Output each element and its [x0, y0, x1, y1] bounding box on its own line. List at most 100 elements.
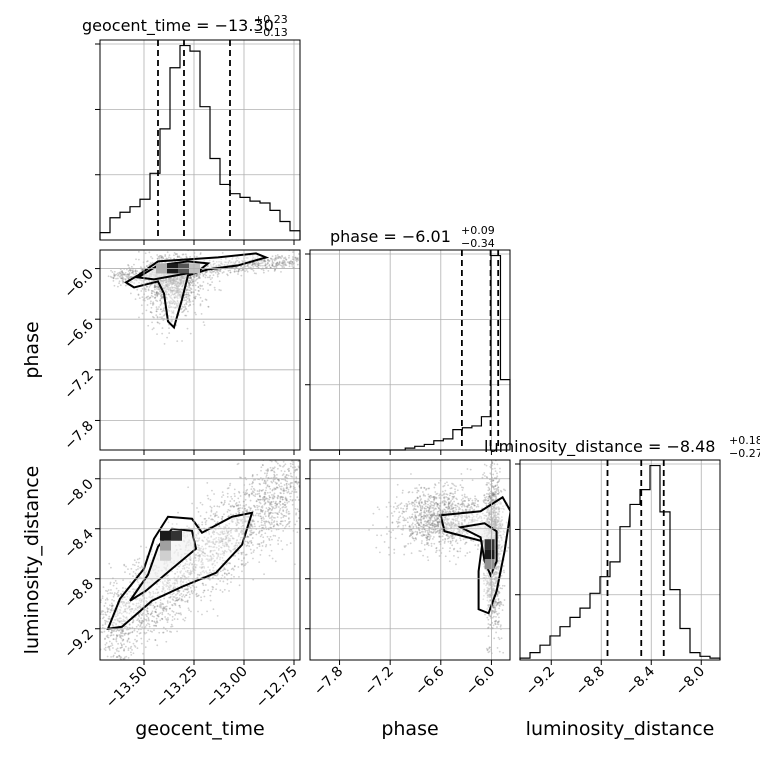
sample-point: [221, 540, 223, 543]
sample-point: [180, 281, 183, 284]
sample-point: [135, 561, 138, 564]
sample-point: [194, 297, 197, 300]
sample-point: [161, 332, 164, 335]
sample-point: [263, 260, 266, 263]
sample-point: [187, 294, 190, 297]
sample-point: [165, 281, 167, 284]
sample-point: [280, 271, 282, 273]
sample-point: [154, 284, 157, 287]
sample-point: [156, 294, 158, 297]
sample-point: [174, 572, 176, 575]
sample-point: [101, 624, 104, 627]
sample-point: [133, 263, 135, 266]
sample-point: [183, 296, 186, 299]
sample-point: [184, 276, 187, 279]
sample-point: [129, 292, 132, 295]
sample-point: [165, 640, 168, 643]
sample-point: [149, 604, 152, 607]
sample-point: [174, 294, 177, 297]
sample-point: [161, 607, 164, 610]
sample-point: [254, 257, 257, 260]
panel-geocent-time-histogram: [95, 39, 301, 245]
sample-point: [101, 610, 104, 612]
sample-point: [118, 620, 121, 623]
sample-point: [153, 615, 155, 618]
sample-point: [257, 264, 260, 266]
sample-point: [219, 270, 222, 273]
sample-point: [116, 667, 118, 669]
sample-point: [174, 582, 177, 585]
sample-point: [273, 487, 276, 490]
ytick-label-phase: −7.2: [61, 367, 96, 402]
sample-point: [203, 565, 205, 568]
sample-point: [266, 266, 269, 268]
sample-point: [130, 645, 133, 648]
sample-point: [287, 483, 290, 486]
sample-point: [177, 285, 180, 288]
sample-point: [203, 589, 206, 592]
sample-point: [271, 261, 274, 264]
sample-point: [162, 631, 164, 634]
sample-point: [221, 538, 223, 541]
sample-point: [127, 647, 130, 650]
sample-point: [248, 506, 250, 509]
sample-point: [216, 561, 219, 564]
sample-point: [190, 570, 193, 573]
sample-point: [118, 617, 121, 619]
sample-point: [221, 516, 224, 518]
sample-point: [152, 604, 155, 607]
sample-point: [272, 507, 274, 510]
sample-point: [178, 289, 181, 291]
sample-point: [166, 284, 169, 287]
sample-point: [154, 610, 157, 613]
sample-point: [284, 506, 286, 509]
sample-point: [269, 491, 272, 494]
sample-point: [147, 629, 150, 632]
sample-point: [153, 606, 156, 608]
sample-point: [215, 574, 218, 577]
sample-point: [116, 667, 118, 669]
sample-point: [270, 460, 273, 463]
sample-point: [166, 301, 169, 304]
sample-point: [241, 530, 244, 533]
sample-point: [211, 585, 214, 588]
sample-point: [201, 551, 204, 554]
sample-point: [257, 512, 260, 515]
sample-point: [233, 488, 236, 491]
sample-point: [107, 617, 110, 620]
sample-point: [205, 511, 208, 514]
sample-point: [165, 281, 168, 284]
sample-point: [283, 464, 286, 467]
sample-point: [195, 275, 198, 278]
sample-point: [145, 296, 148, 299]
sample-point: [260, 515, 262, 518]
sample-point: [239, 538, 242, 541]
sample-point: [218, 269, 221, 272]
sample-point: [238, 260, 241, 263]
sample-point: [289, 542, 292, 545]
sample-point: [140, 545, 142, 548]
sample-point: [250, 523, 252, 526]
sample-point: [173, 276, 176, 279]
sample-point: [225, 550, 228, 553]
sample-point: [264, 498, 266, 501]
sample-point: [217, 532, 220, 535]
sample-point: [172, 610, 175, 613]
sample-point: [283, 514, 286, 517]
sample-point: [120, 270, 123, 273]
sample-point: [274, 481, 277, 484]
sample-point: [147, 612, 150, 615]
sample-point: [140, 269, 143, 271]
sample-point: [164, 286, 167, 289]
sample-point: [124, 608, 126, 611]
sample-point: [284, 519, 287, 522]
sample-point: [258, 525, 261, 528]
sample-point: [187, 486, 190, 489]
sample-point: [125, 625, 127, 628]
sample-point: [152, 303, 155, 305]
sample-point: [172, 278, 174, 281]
sample-point: [171, 289, 174, 292]
sample-point: [165, 278, 168, 280]
sample-point: [253, 531, 255, 534]
sample-point: [127, 568, 129, 571]
